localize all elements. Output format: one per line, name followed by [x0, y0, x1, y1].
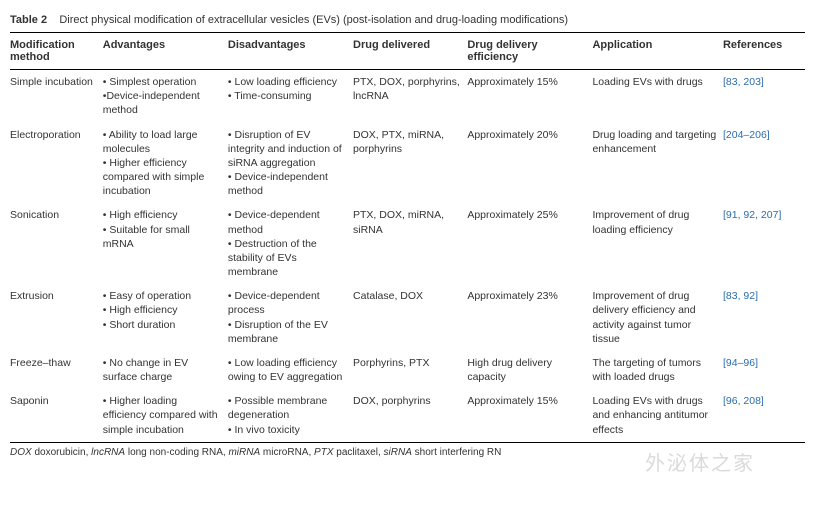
cell-ref: [91, 92, 207] [723, 203, 805, 284]
cell-app: Loading EVs with drugs and enhancing ant… [592, 389, 723, 442]
column-header-eff: Drug delivery efficiency [467, 33, 592, 70]
cell-method: Sonication [10, 203, 103, 284]
caption-sep [50, 14, 56, 26]
cell-method: Freeze–thaw [10, 351, 103, 389]
cell-drug: PTX, DOX, porphyrins, lncRNA [353, 70, 467, 123]
reference-link[interactable]: [91, 92, 207] [723, 209, 781, 221]
reference-link[interactable]: [96, 208] [723, 395, 764, 407]
cell-dis: • Low loading efficiency owing to EV agg… [228, 351, 353, 389]
cell-dis: • Device-dependent process• Disruption o… [228, 284, 353, 351]
cell-dis: • Disruption of EV integrity and inducti… [228, 123, 353, 204]
table-row: Freeze–thaw• No change in EV surface cha… [10, 351, 805, 389]
cell-drug: PTX, DOX, miRNA, siRNA [353, 203, 467, 284]
footnote-abbr: siRNA [384, 447, 412, 458]
cell-eff: Approximately 25% [467, 203, 592, 284]
table-row: Simple incubation• Simplest operation•De… [10, 70, 805, 123]
reference-link[interactable]: [204–206] [723, 129, 770, 141]
cell-ref: [96, 208] [723, 389, 805, 442]
cell-app: Improvement of drug delivery efficiency … [592, 284, 723, 351]
table-caption-text: Direct physical modification of extracel… [59, 14, 568, 26]
column-header-drug: Drug delivered [353, 33, 467, 70]
footnote-def: long non-coding RNA, [125, 447, 228, 458]
cell-dis: • Possible membrane degeneration• In viv… [228, 389, 353, 442]
column-header-method: Modification method [10, 33, 103, 70]
cell-eff: Approximately 15% [467, 389, 592, 442]
footnote-abbr: DOX [10, 447, 32, 458]
table-container: Table 2 Direct physical modification of … [10, 10, 805, 458]
cell-app: Loading EVs with drugs [592, 70, 723, 123]
cell-eff: Approximately 20% [467, 123, 592, 204]
column-header-adv: Advantages [103, 33, 228, 70]
cell-adv: • High efficiency• Suitable for small mR… [103, 203, 228, 284]
cell-method: Saponin [10, 389, 103, 442]
cell-drug: DOX, porphyrins [353, 389, 467, 442]
footnote-def: microRNA, [260, 447, 314, 458]
table-row: Saponin• Higher loading efficiency compa… [10, 389, 805, 442]
cell-dis: • Low loading efficiency• Time-consuming [228, 70, 353, 123]
cell-adv: • No change in EV surface charge [103, 351, 228, 389]
cell-ref: [94–96] [723, 351, 805, 389]
column-header-ref: References [723, 33, 805, 70]
cell-ref: [83, 203] [723, 70, 805, 123]
column-header-app: Application [592, 33, 723, 70]
cell-ref: [204–206] [723, 123, 805, 204]
table-row: Extrusion• Easy of operation• High effic… [10, 284, 805, 351]
table-caption: Table 2 Direct physical modification of … [10, 10, 805, 33]
data-table: Modification methodAdvantagesDisadvantag… [10, 33, 805, 443]
cell-ref: [83, 92] [723, 284, 805, 351]
table-row: Electroporation• Ability to load large m… [10, 123, 805, 204]
cell-adv: • Simplest operation•Device-independent … [103, 70, 228, 123]
header-row: Modification methodAdvantagesDisadvantag… [10, 33, 805, 70]
cell-adv: • Ability to load large molecules• Highe… [103, 123, 228, 204]
cell-dis: • Device-dependent method• Destruction o… [228, 203, 353, 284]
cell-app: The targeting of tumors with loaded drug… [592, 351, 723, 389]
cell-app: Improvement of drug loading efficiency [592, 203, 723, 284]
cell-eff: High drug delivery capacity [467, 351, 592, 389]
table-label: Table 2 [10, 14, 47, 26]
cell-app: Drug loading and targeting enhancement [592, 123, 723, 204]
footnote-abbr: miRNA [228, 447, 260, 458]
footnote-abbr: PTX [314, 447, 333, 458]
footnote-abbr: lncRNA [91, 447, 125, 458]
table-body: Simple incubation• Simplest operation•De… [10, 70, 805, 443]
cell-eff: Approximately 15% [467, 70, 592, 123]
reference-link[interactable]: [83, 92] [723, 290, 758, 302]
cell-method: Electroporation [10, 123, 103, 204]
footnote-def: paclitaxel, [334, 447, 384, 458]
footnote-def: short interfering RN [412, 447, 501, 458]
cell-eff: Approximately 23% [467, 284, 592, 351]
cell-adv: • Higher loading efficiency compared wit… [103, 389, 228, 442]
cell-method: Extrusion [10, 284, 103, 351]
reference-link[interactable]: [83, 203] [723, 76, 764, 88]
cell-method: Simple incubation [10, 70, 103, 123]
footnote-def: doxorubicin, [32, 447, 91, 458]
table-head: Modification methodAdvantagesDisadvantag… [10, 33, 805, 70]
table-footnote: DOX doxorubicin, lncRNA long non-coding … [10, 443, 805, 458]
cell-drug: DOX, PTX, miRNA, porphyrins [353, 123, 467, 204]
reference-link[interactable]: [94–96] [723, 357, 758, 369]
cell-adv: • Easy of operation• High efficiency• Sh… [103, 284, 228, 351]
column-header-dis: Disadvantages [228, 33, 353, 70]
cell-drug: Catalase, DOX [353, 284, 467, 351]
table-row: Sonication• High efficiency• Suitable fo… [10, 203, 805, 284]
cell-drug: Porphyrins, PTX [353, 351, 467, 389]
